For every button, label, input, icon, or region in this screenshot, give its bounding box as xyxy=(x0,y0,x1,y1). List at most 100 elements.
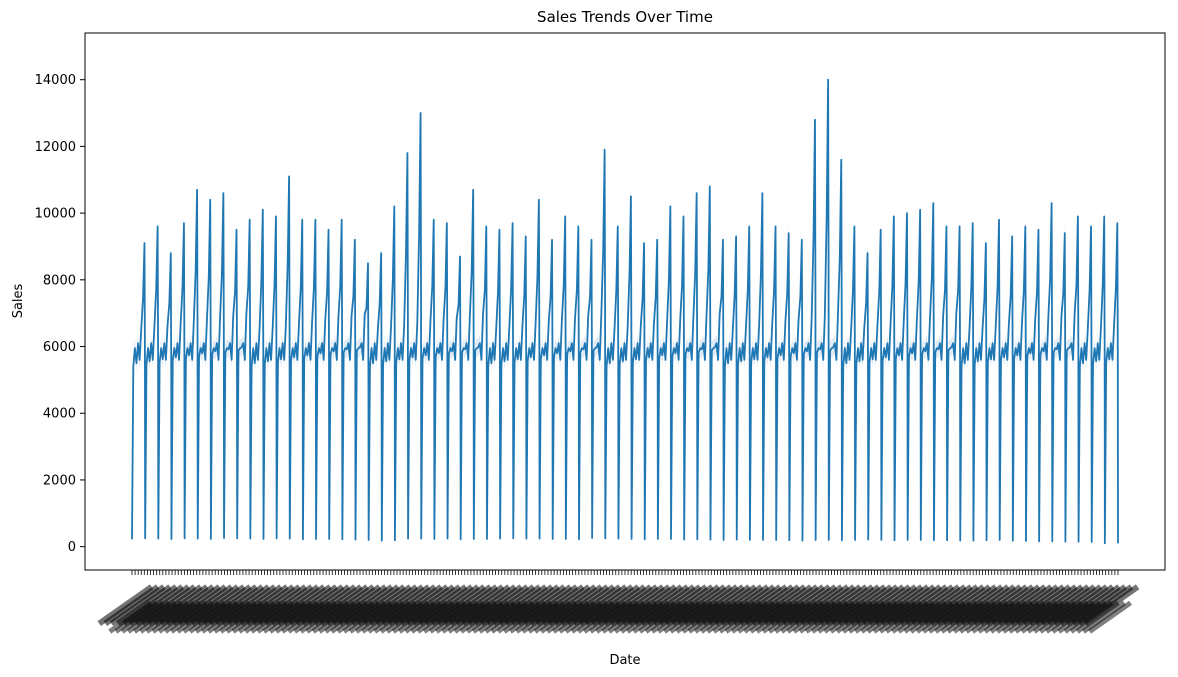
x-tick-label xyxy=(311,600,356,634)
x-tick-label xyxy=(934,600,978,634)
x-tick-label xyxy=(761,600,806,634)
x-tick-label xyxy=(718,600,763,634)
x-tick-label xyxy=(1045,600,1089,634)
x-tick-label xyxy=(662,600,707,634)
x-tick-label xyxy=(958,600,1003,634)
x-tick-label xyxy=(1075,600,1120,634)
y-axis: 0 2000 4000 6000 8000 10000 12000 14000 xyxy=(35,73,85,555)
x-axis xyxy=(97,570,1140,634)
x-tick-label xyxy=(237,600,282,634)
sales-series xyxy=(131,78,1119,545)
x-tick-label xyxy=(354,600,399,634)
y-tick-label: 8000 xyxy=(43,273,76,288)
x-tick-label xyxy=(804,600,849,634)
y-tick-label: 10000 xyxy=(35,207,76,222)
x-tick-label xyxy=(866,600,911,634)
x-tick-label xyxy=(730,600,775,634)
x-tick-label xyxy=(410,600,455,634)
x-tick-label xyxy=(496,600,541,634)
x-tick-label xyxy=(422,600,467,634)
x-tick-label xyxy=(1001,600,1046,634)
x-tick-label xyxy=(169,600,214,634)
x-tick-label xyxy=(675,600,720,634)
x-tick-label xyxy=(903,600,948,634)
x-tick-label xyxy=(453,600,498,634)
x-tick-label xyxy=(176,600,220,634)
x-tick-label xyxy=(367,600,411,634)
x-tick-label xyxy=(570,600,615,634)
x-tick-label xyxy=(397,600,442,634)
x-tick-label xyxy=(656,600,701,634)
x-tick-label xyxy=(428,600,473,634)
y-tick-label: 4000 xyxy=(43,407,76,422)
x-tick-label xyxy=(755,600,800,634)
x-tick-label xyxy=(644,600,689,634)
x-tick-label xyxy=(595,600,639,634)
x-tick-label xyxy=(293,600,338,634)
x-tick-label xyxy=(576,600,621,634)
x-tick-label xyxy=(786,600,831,634)
x-tick-label xyxy=(490,600,535,634)
x-tick-label xyxy=(582,600,627,634)
x-tick-label xyxy=(897,600,941,634)
x-tick-label xyxy=(989,600,1034,634)
x-tick-label xyxy=(613,600,658,634)
x-tick-label xyxy=(274,600,319,634)
x-tick-label xyxy=(182,600,227,634)
x-tick-label xyxy=(515,600,559,634)
x-tick-label xyxy=(348,600,393,634)
x-tick-label xyxy=(1057,600,1102,634)
x-tick-label xyxy=(1026,600,1071,634)
x-tick-label xyxy=(601,600,646,634)
x-tick-label xyxy=(829,600,874,634)
x-tick-label xyxy=(508,600,553,634)
y-tick-label: 14000 xyxy=(35,73,76,88)
x-tick-label xyxy=(1038,600,1083,634)
x-tick-label xyxy=(780,600,824,634)
x-tick-label xyxy=(835,600,880,634)
x-ticks xyxy=(131,570,1119,575)
x-tick-label xyxy=(151,600,196,634)
x-tick-label xyxy=(625,600,670,634)
x-tick-label xyxy=(126,600,171,634)
x-tick-label xyxy=(977,600,1022,634)
x-tick-label xyxy=(773,600,818,634)
x-tick-label xyxy=(108,600,153,634)
x-tick-label xyxy=(810,600,855,634)
x-tick-label xyxy=(915,600,960,634)
x-tick-label xyxy=(391,600,436,634)
x-tick-label xyxy=(884,600,929,634)
x-tick-label xyxy=(724,600,769,634)
x-tick-label xyxy=(1082,600,1126,634)
x-tick-label xyxy=(983,600,1028,634)
x-tick-label xyxy=(219,600,264,634)
x-tick-label xyxy=(545,600,590,634)
x-tick-label xyxy=(299,600,344,634)
y-tick-label: 12000 xyxy=(35,140,76,155)
x-tick-label xyxy=(336,600,381,634)
x-tick-label xyxy=(860,600,904,634)
x-tick-label xyxy=(317,600,362,634)
x-tick-label xyxy=(521,600,566,634)
x-tick-label xyxy=(823,600,868,634)
x-tick-label xyxy=(478,600,522,634)
x-tick-label xyxy=(231,600,276,634)
x-tick-label xyxy=(564,600,609,634)
x-tick-label xyxy=(330,600,375,634)
x-tick-label xyxy=(194,600,239,634)
x-tick-label xyxy=(243,600,288,634)
x-tick-label xyxy=(385,600,430,634)
x-tick-label xyxy=(206,600,251,634)
x-tick-label xyxy=(97,584,154,627)
x-tick-label xyxy=(650,600,695,634)
x-tick-label xyxy=(250,600,294,634)
x-tick-label xyxy=(792,600,837,634)
x-tick-label xyxy=(946,600,991,634)
x-tick-label xyxy=(502,600,547,634)
x-tick-label xyxy=(533,600,578,634)
x-tick-label xyxy=(305,600,350,634)
x-tick-label xyxy=(280,600,325,634)
x-tick-label xyxy=(373,600,418,634)
x-tick-label xyxy=(145,600,190,634)
x-tick-label xyxy=(120,600,165,634)
